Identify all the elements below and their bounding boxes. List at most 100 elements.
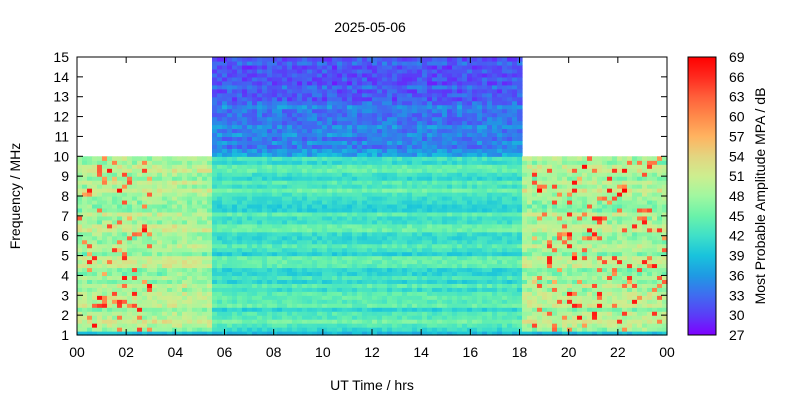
heatmap-cell bbox=[97, 275, 103, 280]
heatmap-cell bbox=[262, 235, 268, 241]
heatmap-cell bbox=[287, 287, 293, 292]
heatmap-cell bbox=[297, 196, 303, 201]
heatmap-cell bbox=[477, 311, 483, 316]
heatmap-cell bbox=[417, 263, 423, 269]
heatmap-cell bbox=[302, 140, 308, 145]
heatmap-cell bbox=[407, 291, 413, 296]
heatmap-cell bbox=[117, 176, 123, 181]
heatmap-cell bbox=[427, 235, 433, 241]
heatmap-cell bbox=[267, 243, 273, 249]
heatmap-cell bbox=[192, 235, 198, 241]
heatmap-cell bbox=[422, 275, 428, 280]
heatmap-cell bbox=[347, 92, 353, 98]
heatmap-cell bbox=[322, 148, 328, 153]
heatmap-cell bbox=[312, 315, 318, 320]
heatmap-cell bbox=[302, 144, 308, 149]
heatmap-cell bbox=[352, 283, 358, 288]
heatmap-cell bbox=[447, 168, 453, 173]
heatmap-cell bbox=[432, 275, 438, 280]
heatmap-cell bbox=[282, 287, 288, 292]
heatmap-cell bbox=[282, 124, 288, 130]
heatmap-cell bbox=[207, 319, 213, 324]
heatmap-cell bbox=[377, 227, 383, 233]
heatmap-cell bbox=[237, 263, 243, 269]
heatmap-cell bbox=[412, 311, 418, 316]
heatmap-cell bbox=[127, 319, 133, 324]
heatmap-cell bbox=[92, 180, 98, 185]
heatmap-cell bbox=[287, 124, 293, 130]
heatmap-cell bbox=[417, 259, 423, 265]
heatmap-cell bbox=[437, 128, 443, 134]
heatmap-cell bbox=[242, 203, 248, 209]
heatmap-cell bbox=[77, 231, 83, 237]
heatmap-cell bbox=[127, 331, 133, 336]
heatmap-cell bbox=[447, 136, 453, 141]
heatmap-cell bbox=[287, 152, 293, 157]
heatmap-cell bbox=[252, 152, 258, 157]
heatmap-cell bbox=[367, 319, 373, 324]
heatmap-cell bbox=[267, 88, 273, 94]
heatmap-cell bbox=[472, 283, 478, 288]
heatmap-cell bbox=[432, 132, 438, 138]
heatmap-cell bbox=[457, 263, 463, 269]
heatmap-cell bbox=[472, 188, 478, 193]
heatmap-cell bbox=[182, 259, 188, 265]
heatmap-cell bbox=[447, 57, 453, 62]
heatmap-cell bbox=[452, 192, 458, 197]
heatmap-cell bbox=[192, 323, 198, 328]
heatmap-cell bbox=[352, 188, 358, 193]
heatmap-cell bbox=[347, 116, 353, 122]
heatmap-cell bbox=[317, 68, 323, 74]
heatmap-cell bbox=[227, 295, 233, 300]
heatmap-cell bbox=[162, 239, 168, 245]
heatmap-cell bbox=[267, 57, 273, 62]
heatmap-cell bbox=[77, 184, 83, 189]
heatmap-cell bbox=[262, 57, 268, 62]
heatmap-cell bbox=[377, 239, 383, 245]
heatmap-cell bbox=[177, 291, 183, 296]
heatmap-cell bbox=[157, 247, 163, 253]
heatmap-cell bbox=[272, 128, 278, 134]
heatmap-cell bbox=[382, 152, 388, 157]
heatmap-cell bbox=[287, 259, 293, 265]
heatmap-cell bbox=[457, 188, 463, 193]
heatmap-cell bbox=[232, 136, 238, 141]
heatmap-cell bbox=[307, 235, 313, 241]
heatmap-cell bbox=[222, 235, 228, 241]
heatmap-cell bbox=[417, 140, 423, 145]
heatmap-cell bbox=[467, 84, 473, 90]
heatmap-cell bbox=[167, 311, 173, 316]
heatmap-cell bbox=[232, 120, 238, 126]
heatmap-cell bbox=[217, 112, 223, 118]
heatmap-cell bbox=[422, 295, 428, 300]
heatmap-cell bbox=[412, 267, 418, 273]
heatmap-cell bbox=[127, 323, 133, 328]
heatmap-cell bbox=[347, 315, 353, 320]
heatmap-cell bbox=[272, 116, 278, 122]
heatmap-cell bbox=[222, 132, 228, 138]
heatmap-cell bbox=[357, 84, 363, 90]
heatmap-cell bbox=[257, 116, 263, 122]
heatmap-cell bbox=[347, 124, 353, 130]
heatmap-cell bbox=[332, 243, 338, 249]
heatmap-cell bbox=[232, 140, 238, 145]
heatmap-cell bbox=[432, 124, 438, 130]
heatmap-cell bbox=[332, 247, 338, 253]
heatmap-cell bbox=[102, 315, 108, 320]
heatmap-cell bbox=[117, 172, 123, 177]
heatmap-cell bbox=[287, 327, 293, 332]
heatmap-cell bbox=[142, 259, 148, 265]
heatmap-cell bbox=[257, 132, 263, 138]
heatmap-cell bbox=[252, 227, 258, 233]
heatmap-cell bbox=[212, 319, 218, 324]
heatmap-cell bbox=[167, 199, 173, 205]
heatmap-cell bbox=[267, 279, 273, 284]
heatmap-cell bbox=[372, 259, 378, 265]
heatmap-cell bbox=[317, 164, 323, 169]
heatmap-cell bbox=[227, 275, 233, 280]
heatmap-cell bbox=[102, 172, 108, 177]
heatmap-cell bbox=[372, 180, 378, 185]
heatmap-cell bbox=[447, 112, 453, 118]
heatmap-cell bbox=[107, 259, 113, 265]
heatmap-cell bbox=[97, 184, 103, 189]
